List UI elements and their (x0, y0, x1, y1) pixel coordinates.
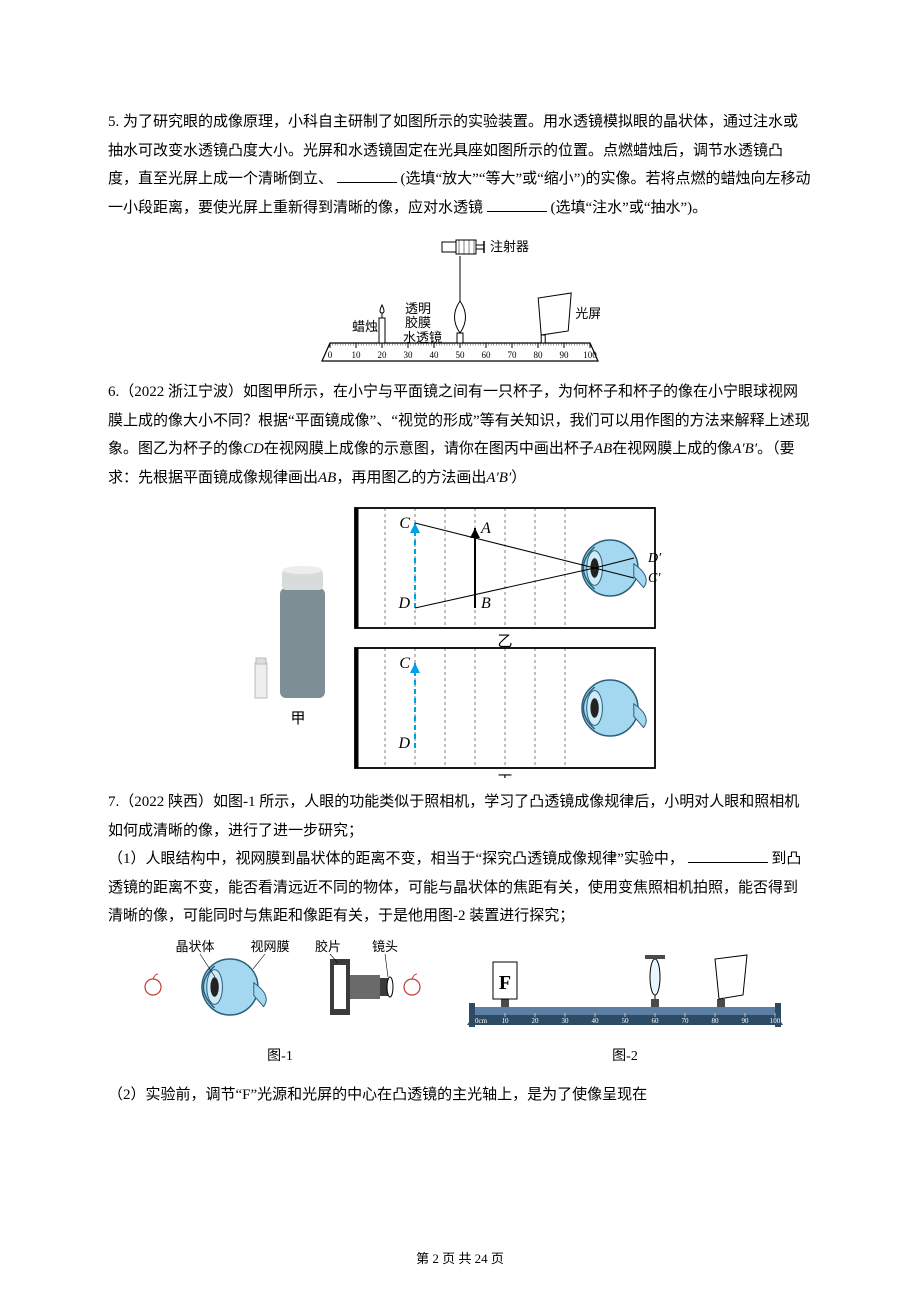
svg-text:0cm: 0cm (475, 1017, 488, 1025)
q6-c: 在视网膜上成的像 (612, 441, 732, 457)
q6-CD: CD (243, 441, 264, 457)
q6-AB: AB (594, 441, 612, 457)
svg-text:透明: 透明 (405, 301, 431, 316)
svg-text:胶膜: 胶膜 (405, 315, 431, 330)
q5-c: (选填“注水”或“抽水”)。 (551, 200, 708, 216)
svg-text:视网膜: 视网膜 (250, 939, 289, 954)
q5-blank1[interactable] (337, 167, 397, 183)
svg-text:20: 20 (378, 350, 388, 360)
q7-cap2: 图-2 (465, 1044, 785, 1071)
svg-text:光屏: 光屏 (575, 306, 600, 321)
q6-ApBp: A′B′ (732, 441, 757, 457)
page-footer: 第 2 页 共 24 页 (0, 1247, 920, 1272)
q7-cap1: 图-1 (135, 1044, 425, 1071)
svg-text:甲: 甲 (290, 711, 305, 727)
q5-blank2[interactable] (487, 196, 547, 212)
svg-text:60: 60 (652, 1017, 660, 1025)
svg-text:晶状体: 晶状体 (175, 939, 214, 954)
q5-figure: 0 10 20 30 40 50 60 70 80 90 100 蜡烛 注射器透明胶膜水透镜 光屏 (108, 228, 812, 368)
svg-text:80: 80 (712, 1017, 720, 1025)
svg-text:80: 80 (534, 350, 544, 360)
q7-blank1[interactable] (688, 847, 768, 863)
q6-ApBp2: A′B′ (486, 470, 511, 486)
q6-f: ） (511, 470, 526, 486)
svg-text:90: 90 (742, 1017, 750, 1025)
svg-text:10: 10 (502, 1017, 510, 1025)
svg-text:注射器: 注射器 (490, 239, 529, 254)
svg-text:水透镜: 水透镜 (403, 330, 442, 345)
q7-p2: （2）实验前，调节“F”光源和光屏的中心在凸透镜的主光轴上，是为了使像呈现在 (108, 1081, 812, 1110)
svg-text:B: B (481, 595, 491, 612)
svg-text:D: D (397, 595, 410, 612)
svg-text:C: C (399, 515, 410, 532)
svg-text:C: C (399, 655, 410, 672)
svg-text:A: A (480, 520, 491, 537)
svg-text:100: 100 (770, 1017, 781, 1025)
q6-AB2: AB (318, 470, 336, 486)
q6-b: 在视网膜上成像的示意图，请你在图丙中画出杯子 (264, 441, 594, 457)
q7-figure: 晶状体 视网膜 胶片 镜头 图-1 0cm 10 20 30 40 50 60 70 80 90 100 F… (108, 937, 812, 1071)
svg-text:100: 100 (583, 350, 597, 360)
svg-text:F: F (499, 972, 511, 994)
q6-figure: 甲CDABD′C′乙CD丙 (108, 498, 812, 778)
svg-text:70: 70 (508, 350, 518, 360)
svg-text:90: 90 (560, 350, 570, 360)
q5-text: 5. 为了研究眼的成像原理，小科自主研制了如图所示的实验装置。用水透镜模拟眼的晶… (108, 108, 812, 222)
svg-text:10: 10 (352, 350, 362, 360)
q7-p1a: （1）人眼结构中，视网膜到晶状体的距离不变，相当于“探究凸透镜成像规律”实验中， (108, 851, 684, 867)
svg-text:0: 0 (328, 350, 333, 360)
q7-a: 7.（2022 陕西）如图-1 所示，人眼的功能类似于照相机，学习了凸透镜成像规… (108, 788, 812, 845)
q6-text: 6.（2022 浙江宁波）如图甲所示，在小宁与平面镜之间有一只杯子，为何杯子和杯… (108, 378, 812, 492)
svg-text:20: 20 (532, 1017, 540, 1025)
svg-text:30: 30 (404, 350, 414, 360)
svg-text:胶片: 胶片 (315, 939, 341, 954)
svg-text:50: 50 (456, 350, 466, 360)
svg-text:40: 40 (430, 350, 440, 360)
svg-text:D′: D′ (647, 551, 662, 566)
svg-text:C′: C′ (648, 571, 661, 586)
svg-text:D: D (397, 735, 410, 752)
q7-p1: （1）人眼结构中，视网膜到晶状体的距离不变，相当于“探究凸透镜成像规律”实验中，… (108, 845, 812, 931)
svg-text:70: 70 (682, 1017, 690, 1025)
svg-text:30: 30 (562, 1017, 570, 1025)
svg-text:50: 50 (622, 1017, 630, 1025)
svg-text:镜头: 镜头 (372, 939, 398, 954)
svg-text:40: 40 (592, 1017, 600, 1025)
svg-text:蜡烛: 蜡烛 (352, 319, 378, 334)
svg-text:60: 60 (482, 350, 492, 360)
svg-text:丙: 丙 (497, 774, 512, 778)
q6-e: ，再用图乙的方法画出 (336, 470, 486, 486)
